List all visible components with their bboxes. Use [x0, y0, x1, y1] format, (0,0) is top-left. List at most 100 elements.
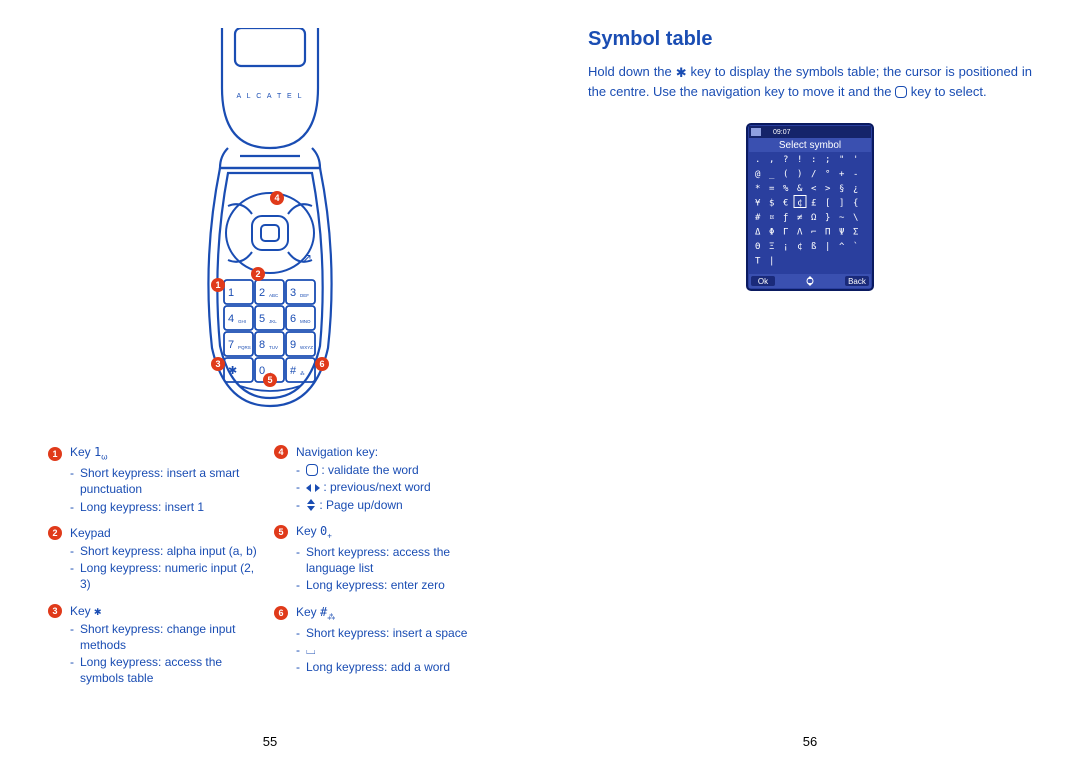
svg-text:°: ° — [825, 169, 830, 179]
svg-text:5: 5 — [259, 313, 265, 325]
svg-text:3: 3 — [290, 287, 296, 299]
svg-text:¿: ¿ — [853, 184, 858, 194]
svg-text:2: 2 — [259, 287, 265, 299]
svg-text:Δ: Δ — [755, 227, 761, 237]
svg-text:|: | — [825, 242, 830, 252]
svg-text:&: & — [797, 184, 803, 194]
svg-text:?: ? — [783, 155, 788, 165]
svg-text:[: [ — [825, 198, 830, 208]
svg-text:ABC: ABC — [269, 293, 279, 298]
svg-text:1: 1 — [228, 287, 234, 299]
svg-text:⁂: ⁂ — [300, 371, 305, 376]
legend-item-4: 4Navigation key: : validate the word : p… — [274, 444, 492, 513]
legend-col-left: 1Key 1ωShort keypress: insert a smart pu… — [48, 444, 266, 696]
svg-text:~: ~ — [839, 213, 845, 223]
svg-text:Σ: Σ — [853, 227, 858, 237]
svg-text:DEF: DEF — [300, 293, 309, 298]
svg-text:4: 4 — [228, 313, 234, 325]
svg-text:#: # — [290, 365, 297, 377]
svg-text:£: £ — [811, 198, 816, 208]
svg-text:]: ] — [839, 198, 844, 208]
svg-text:3: 3 — [215, 359, 220, 369]
svg-text:✱: ✱ — [228, 365, 237, 377]
svg-text:1: 1 — [215, 280, 220, 290]
svg-text:§: § — [839, 184, 844, 194]
star-icon: ✱ — [676, 65, 687, 80]
svg-text:09:07: 09:07 — [773, 129, 791, 136]
symbol-table-paragraph: Hold down the ✱ key to display the symbo… — [588, 63, 1032, 102]
svg-text:JKL: JKL — [269, 319, 277, 324]
svg-text:^: ^ — [839, 242, 845, 252]
svg-text:0: 0 — [259, 365, 265, 377]
svg-text:7: 7 — [228, 339, 234, 351]
legend-item-5: 5Key 0+Short keypress: access the langua… — [274, 523, 492, 594]
legend: 1Key 1ωShort keypress: insert a smart pu… — [48, 444, 492, 696]
page-number-left: 55 — [263, 734, 277, 749]
svg-text:': ' — [853, 155, 858, 165]
svg-text:¥: ¥ — [755, 198, 761, 208]
legend-item-6: 6Key #⁂Short keypress: insert a space⌴Lo… — [274, 604, 492, 676]
screen-area: 09:07 Select symbol .,?!:;"'@_()/°+-*=%&… — [588, 122, 1032, 292]
svg-text:,: , — [769, 155, 774, 165]
svg-text:(: ( — [783, 169, 788, 179]
svg-text:$: $ — [769, 198, 774, 208]
svg-text:>: > — [825, 184, 831, 194]
svg-text:`: ` — [853, 241, 858, 252]
legend-col-right: 4Navigation key: : validate the word : p… — [274, 444, 492, 696]
svg-text:GHI: GHI — [238, 319, 246, 324]
svg-text:↗: ↗ — [302, 251, 312, 265]
svg-text:Ξ: Ξ — [769, 242, 774, 252]
legend-item-1: 1Key 1ωShort keypress: insert a smart pu… — [48, 444, 266, 515]
svg-text:<: < — [811, 184, 817, 194]
svg-text:Ψ: Ψ — [839, 227, 844, 237]
svg-text:€: € — [783, 198, 788, 208]
svg-text:): ) — [797, 169, 802, 179]
svg-text:6: 6 — [290, 313, 296, 325]
section-title: Symbol table — [588, 28, 1032, 51]
svg-text:¡: ¡ — [783, 242, 788, 252]
svg-text:9: 9 — [290, 339, 296, 351]
svg-text:!: ! — [797, 155, 802, 165]
svg-text:\: \ — [853, 213, 858, 223]
svg-text:WXYZ: WXYZ — [300, 345, 313, 350]
svg-text:ß: ß — [811, 242, 817, 252]
svg-text:4: 4 — [274, 193, 279, 203]
right-page: Symbol table Hold down the ✱ key to disp… — [540, 0, 1080, 767]
svg-text:ƒ: ƒ — [783, 213, 788, 223]
svg-text:¤: ¤ — [769, 213, 774, 223]
svg-text:Back: Back — [848, 277, 867, 286]
svg-text:2: 2 — [255, 269, 260, 279]
svg-text:⌐: ⌐ — [811, 227, 816, 237]
svg-text:MNO: MNO — [300, 319, 311, 324]
svg-text:.: . — [755, 155, 760, 165]
svg-text:Λ: Λ — [797, 227, 803, 237]
svg-text:{: { — [853, 198, 858, 208]
svg-text:8: 8 — [259, 339, 265, 351]
left-page: A L C A T E L — [0, 0, 540, 767]
svg-text:%: % — [783, 184, 789, 194]
svg-text:|: | — [769, 256, 774, 266]
svg-text:": " — [839, 155, 844, 165]
phone-screen: 09:07 Select symbol .,?!:;"'@_()/°+-*=%&… — [745, 122, 875, 292]
svg-text:5: 5 — [267, 375, 272, 385]
legend-item-2: 2KeypadShort keypress: alpha input (a, b… — [48, 525, 266, 593]
svg-text:Φ: Φ — [769, 227, 774, 237]
legend-item-3: 3Key ✱Short keypress: change input metho… — [48, 603, 266, 687]
svg-text:Θ: Θ — [755, 242, 760, 252]
svg-text:*: * — [755, 184, 760, 194]
phone-svg: A L C A T E L — [170, 28, 370, 418]
svg-text:-: - — [853, 169, 858, 179]
svg-text:Select symbol: Select symbol — [779, 140, 841, 151]
svg-text:T: T — [755, 256, 761, 266]
svg-text:@: @ — [755, 169, 761, 179]
svg-text:TUV: TUV — [269, 345, 278, 350]
ok-key-icon — [895, 86, 907, 98]
svg-text:Ω: Ω — [811, 213, 817, 223]
svg-text:Γ: Γ — [783, 227, 788, 237]
page-number-right: 56 — [803, 734, 817, 749]
svg-text::: : — [811, 155, 816, 165]
svg-text:PQRS: PQRS — [238, 345, 251, 350]
svg-text:6: 6 — [319, 359, 324, 369]
svg-text:+: + — [839, 169, 845, 179]
svg-text:Π: Π — [825, 227, 830, 237]
